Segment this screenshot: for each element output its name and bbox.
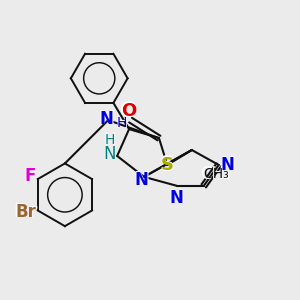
Text: O: O xyxy=(122,102,137,120)
Text: H: H xyxy=(116,114,128,132)
Text: N: N xyxy=(134,171,148,189)
Text: N: N xyxy=(102,145,117,164)
Text: CH₃: CH₃ xyxy=(203,167,229,181)
Text: S: S xyxy=(160,155,175,175)
Text: N: N xyxy=(133,170,149,189)
Text: F: F xyxy=(25,167,36,185)
Text: H: H xyxy=(103,130,116,148)
Text: F: F xyxy=(24,167,37,186)
Text: O: O xyxy=(120,101,138,121)
Text: H: H xyxy=(104,133,115,146)
Text: N: N xyxy=(100,110,114,128)
Text: N: N xyxy=(170,189,184,207)
Text: N: N xyxy=(99,109,115,128)
Text: H: H xyxy=(116,116,127,130)
Text: N: N xyxy=(220,155,236,174)
Text: S: S xyxy=(161,156,174,174)
Text: N: N xyxy=(169,188,185,207)
Text: CH₃: CH₃ xyxy=(200,165,231,183)
Text: N: N xyxy=(103,146,116,164)
Text: N: N xyxy=(221,156,235,174)
Text: Br: Br xyxy=(14,202,38,221)
Text: Br: Br xyxy=(15,203,36,221)
